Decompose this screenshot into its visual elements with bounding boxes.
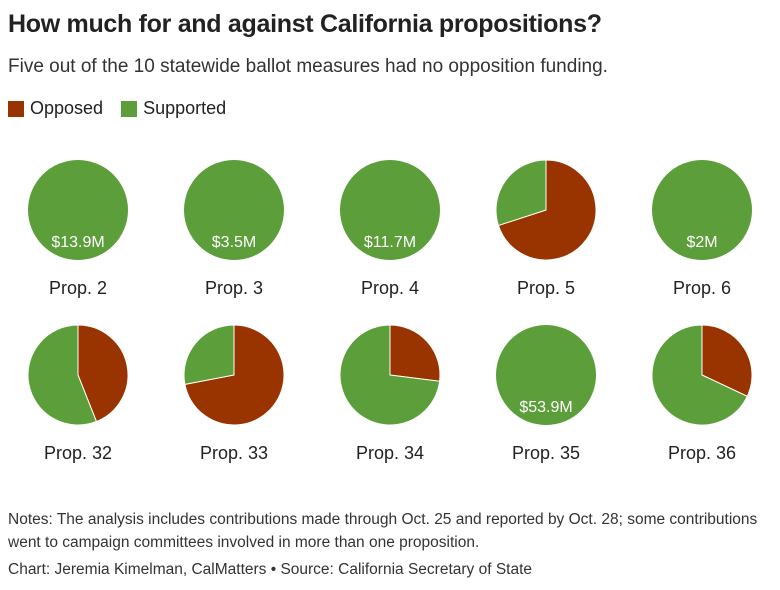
slice-supported <box>651 324 748 426</box>
legend-label: Supported <box>143 98 227 118</box>
pie-label: Prop. 6 <box>673 278 731 298</box>
pie-prop-36: Prop. 36 <box>651 324 753 463</box>
notes: Notes: The analysis includes contributio… <box>8 511 758 551</box>
pie-label: Prop. 5 <box>517 278 575 298</box>
pie-prop-4: $11.7M Prop. 4 <box>340 160 440 298</box>
pie-prop-35: $53.9M Prop. 35 <box>496 325 596 463</box>
legend: Opposed Supported <box>8 98 226 119</box>
pie-value-label: $3.5M <box>212 234 256 251</box>
slice-supported <box>496 325 596 425</box>
legend-label: Opposed <box>30 98 104 118</box>
pie-value-label: $11.7M <box>364 234 416 251</box>
slice-opposed <box>497 159 597 261</box>
slice-opposed <box>389 324 441 382</box>
slice-supported <box>340 160 440 260</box>
slice-supported <box>27 324 98 426</box>
credit: Chart: Jeremia Kimelman, CalMatters • So… <box>8 561 533 578</box>
pie-prop-3: $3.5M Prop. 3 <box>184 160 284 298</box>
legend-item-supported: Supported <box>121 98 226 119</box>
slice-supported <box>652 160 752 260</box>
pie-value-label: $13.9M <box>51 234 104 251</box>
pie-prop-5: Prop. 5 <box>495 159 597 298</box>
pie-label: Prop. 36 <box>668 443 736 463</box>
pie-label: Prop. 35 <box>512 443 580 463</box>
pie-label: Prop. 4 <box>361 278 419 298</box>
pie-prop-32: Prop. 32 <box>27 324 129 463</box>
pie-label: Prop. 33 <box>200 443 268 463</box>
legend-swatch-supported <box>121 100 138 117</box>
slice-supported <box>183 324 235 385</box>
pie-prop-33: Prop. 33 <box>183 324 285 463</box>
pie-value-label: $2M <box>686 234 717 251</box>
pie-label: Prop. 32 <box>44 443 112 463</box>
slice-supported <box>184 160 284 260</box>
pie-label: Prop. 3 <box>205 278 263 298</box>
pie-value-label: $53.9M <box>519 399 572 416</box>
chart-subtitle: Five out of the 10 statewide ballot meas… <box>8 56 608 77</box>
legend-swatch-opposed <box>8 100 24 117</box>
slice-supported <box>495 159 547 227</box>
slice-opposed <box>77 324 129 423</box>
chart-title: How much for and against California prop… <box>8 10 602 38</box>
slice-opposed <box>701 324 753 397</box>
pie-prop-34: Prop. 34 <box>339 324 441 463</box>
pie-prop-6: $2M Prop. 6 <box>652 160 752 298</box>
slice-supported <box>28 160 128 260</box>
pie-label: Prop. 34 <box>356 443 424 463</box>
legend-item-opposed: Opposed <box>8 98 103 119</box>
pie-prop-2: $13.9M Prop. 2 <box>28 160 128 298</box>
pie-label: Prop. 2 <box>49 278 107 298</box>
slice-supported <box>339 324 441 426</box>
